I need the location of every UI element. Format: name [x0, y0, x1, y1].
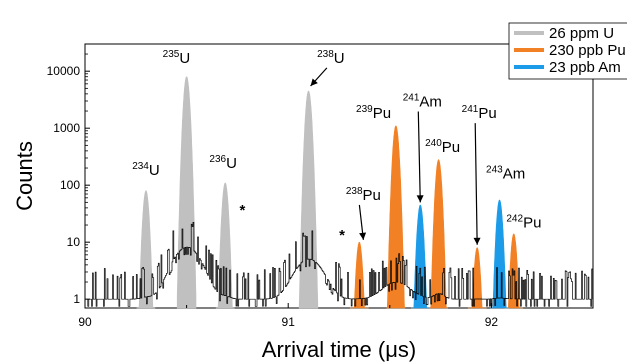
arrow-line	[417, 111, 421, 203]
arrow-head	[359, 232, 367, 240]
x-tick-label: 92	[485, 315, 499, 329]
y-axis: 1 10 100 1000 10000	[47, 43, 90, 306]
peak-234U	[136, 190, 156, 309]
isotope-label-242Pu: 242Pu	[506, 214, 541, 232]
legend-label-u: 26 ppm U	[549, 25, 614, 42]
isotope-label-235U: 235U	[163, 49, 191, 67]
isotope-label-241Am: 241Am	[403, 93, 442, 111]
y-tick-label: 1	[73, 292, 80, 306]
isotope-label-241Pu: 241Pu	[462, 104, 497, 122]
peak-240Pu	[429, 159, 448, 309]
x-axis-title: Arrival time (μs)	[262, 337, 416, 362]
legend-label-am: 23 ppb Am	[549, 59, 621, 76]
arrow-head	[310, 78, 318, 86]
peak-238U	[298, 90, 319, 309]
legend-label-pu: 230 ppb Pu	[549, 42, 626, 59]
arrow-head	[416, 195, 424, 203]
peak-238Pu	[349, 241, 369, 309]
y-tick-label: 10000	[47, 64, 81, 78]
x-tick-label: 90	[78, 315, 92, 329]
legend: 26 ppm U 230 ppb Pu 23 ppb Am	[508, 22, 627, 80]
y-tick-label: 1000	[53, 121, 80, 135]
peak-235U	[176, 76, 197, 309]
x-tick-label: 91	[282, 315, 296, 329]
isotope-label-238Pu: 238Pu	[346, 186, 381, 204]
peak-241Pu	[467, 247, 487, 309]
isotope-label-238U: 238U	[317, 49, 345, 67]
arrow-head	[473, 237, 481, 245]
y-tick-label: 10	[67, 235, 81, 249]
asterisk-marker: *	[339, 227, 345, 244]
arrow-line	[474, 123, 478, 245]
baseline-noise-trace	[86, 221, 593, 307]
plot-frame	[84, 43, 594, 309]
plot-area	[84, 43, 594, 309]
isotope-label-239Pu: 239Pu	[356, 104, 391, 122]
x-axis: 90 91 92	[78, 303, 498, 329]
y-axis-title: Counts	[12, 141, 37, 211]
isotope-annotations: 234U 235U 236U 238U 238Pu 239Pu 241Am 240Pu241P…	[132, 49, 541, 245]
asterisk-marker: *	[240, 202, 246, 219]
isotope-label-234U: 234U	[132, 161, 160, 179]
peak-243Am	[490, 199, 509, 309]
isotope-label-236U: 236U	[209, 154, 237, 172]
isotope-label-240Pu: 240Pu	[425, 138, 460, 156]
peak-236U	[215, 182, 235, 309]
isotope-label-243Am: 243Am	[486, 165, 525, 183]
y-tick-label: 100	[60, 178, 80, 192]
